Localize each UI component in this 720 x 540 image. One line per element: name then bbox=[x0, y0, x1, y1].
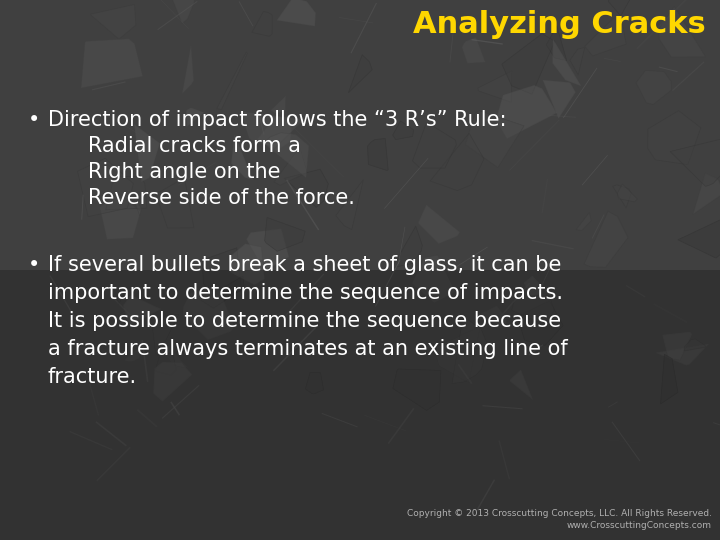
Text: Copyright © 2013 Crosscutting Concepts, LLC. All Rights Reserved.: Copyright © 2013 Crosscutting Concepts, … bbox=[407, 509, 712, 518]
Text: Radial cracks form a: Radial cracks form a bbox=[88, 136, 301, 156]
Text: Reverse side of the force.: Reverse side of the force. bbox=[88, 188, 355, 208]
Text: Right angle on the: Right angle on the bbox=[88, 162, 281, 182]
Text: www.CrosscuttingConcepts.com: www.CrosscuttingConcepts.com bbox=[567, 521, 712, 530]
Text: Analyzing Cracks: Analyzing Cracks bbox=[413, 10, 706, 39]
Text: Direction of impact follows the “3 R’s” Rule:: Direction of impact follows the “3 R’s” … bbox=[48, 110, 506, 130]
Text: If several bullets break a sheet of glass, it can be
important to determine the : If several bullets break a sheet of glas… bbox=[48, 255, 568, 387]
Text: •: • bbox=[28, 110, 40, 130]
Bar bbox=[0, 270, 720, 540]
Text: •: • bbox=[28, 255, 40, 275]
